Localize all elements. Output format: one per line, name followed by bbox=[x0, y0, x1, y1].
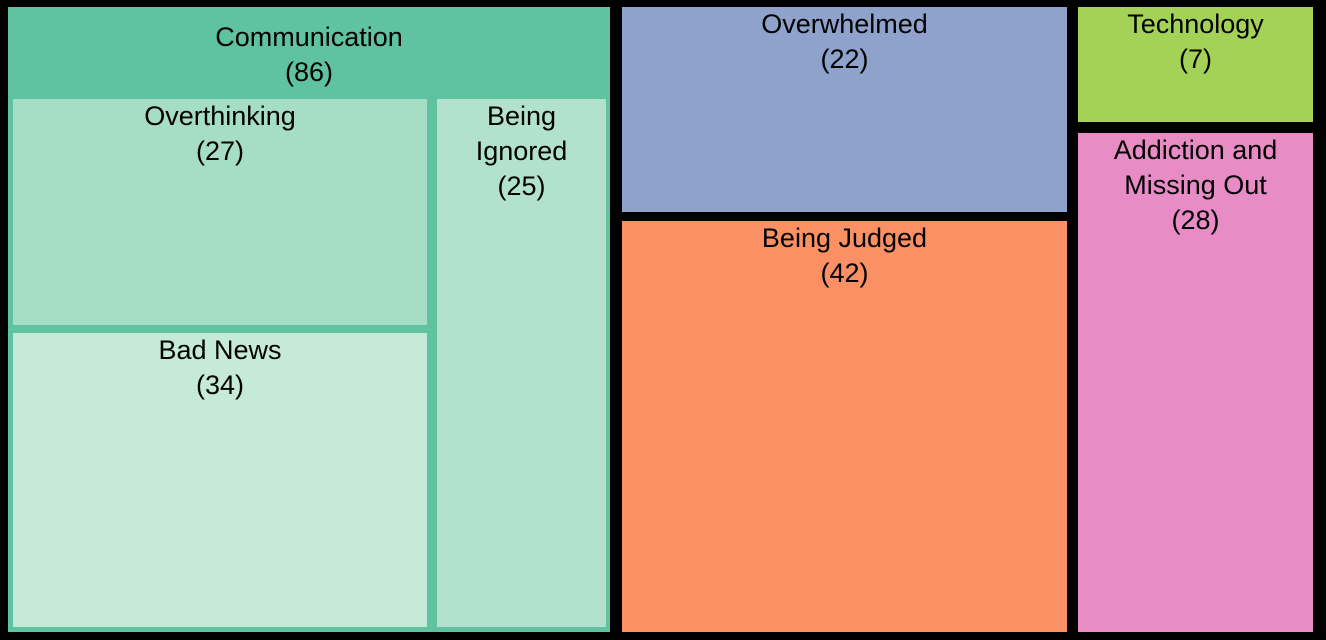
treemap-tile-being-judged: Being Judged (42) bbox=[622, 221, 1067, 632]
tile-count: (86) bbox=[284, 57, 333, 87]
tile-label: Communication bbox=[215, 22, 403, 52]
tile-count: (25) bbox=[497, 171, 546, 201]
tile-label: Overthinking bbox=[144, 101, 296, 131]
tile-label: Being Ignored bbox=[475, 101, 568, 166]
tile-label: Addiction and Missing Out bbox=[1113, 135, 1278, 200]
treemap-group-label: Communication (86) bbox=[8, 7, 610, 90]
tile-count: (7) bbox=[1179, 44, 1212, 74]
tile-label: Being Judged bbox=[761, 223, 928, 253]
treemap-tile-addiction-and-missing-out: Addiction and Missing Out (28) bbox=[1078, 133, 1313, 632]
treemap-tile-being-ignored: Being Ignored (25) bbox=[437, 99, 606, 627]
tile-count: (22) bbox=[820, 44, 869, 74]
treemap-tile-bad-news: Bad News (34) bbox=[13, 333, 427, 627]
tile-count: (27) bbox=[195, 136, 244, 166]
tile-count: (42) bbox=[820, 258, 869, 288]
treemap-tile-overthinking: Overthinking (27) bbox=[13, 99, 427, 325]
tile-label: Technology bbox=[1127, 9, 1264, 39]
treemap-tile-overwhelmed: Overwhelmed (22) bbox=[622, 7, 1067, 212]
tile-label: Overwhelmed bbox=[761, 9, 928, 39]
treemap-tile-technology: Technology (7) bbox=[1078, 7, 1313, 122]
treemap-group-communication: Communication (86) Overthinking (27) Bad… bbox=[8, 7, 610, 632]
tile-count: (28) bbox=[1171, 205, 1220, 235]
tile-count: (34) bbox=[195, 370, 244, 400]
tile-label: Bad News bbox=[158, 335, 282, 365]
